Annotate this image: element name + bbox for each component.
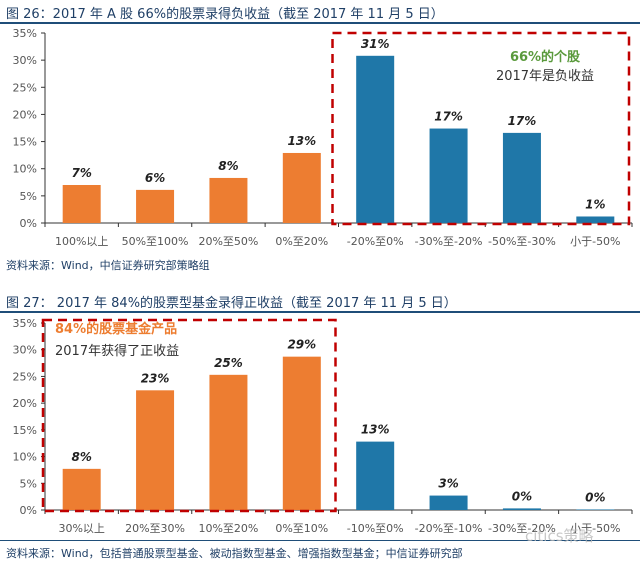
x-category-label: -30%至-20% [415, 235, 483, 248]
y-tick-label: 5% [20, 190, 37, 203]
y-tick-label: 15% [13, 424, 37, 437]
x-category-label: 10%至20% [198, 522, 258, 535]
data-label: 17% [434, 110, 463, 124]
x-category-label: 30%以上 [58, 522, 104, 535]
bar [62, 468, 101, 510]
bar [209, 374, 248, 510]
chart2-source: 资料来源：Wind，包括普通股票型基金、被动指数型基金、增强指数型基金；中信证券… [6, 547, 463, 560]
bar [62, 185, 101, 223]
bar [356, 441, 395, 510]
chart2-title-rule [0, 311, 640, 313]
y-tick-label: 5% [20, 477, 37, 490]
x-category-label: -10%至0% [347, 522, 404, 535]
bar [502, 132, 541, 223]
y-tick-label: 10% [13, 163, 37, 176]
annotation-line1: 66%的个股 [510, 49, 580, 65]
x-category-label: 0%至20% [275, 235, 328, 248]
annotation-line2: 2017年获得了正收益 [55, 343, 179, 359]
data-label: 23% [141, 371, 170, 385]
y-tick-label: 35% [13, 27, 37, 40]
highlight-box [331, 31, 631, 226]
y-tick-label: 35% [13, 317, 37, 330]
data-label: 3% [438, 477, 458, 491]
chart2-bottom-rule [0, 540, 640, 541]
y-tick-label: 0% [20, 504, 37, 517]
data-label: 0% [585, 490, 605, 504]
chart1-source: 资料来源：Wind，中信证券研究部策略组 [6, 259, 210, 272]
data-label: 25% [214, 356, 243, 370]
bar [502, 508, 541, 510]
bar [356, 55, 395, 223]
x-category-label: 50%至100% [122, 235, 189, 248]
bar [576, 509, 615, 510]
x-category-label: -30%至-20% [488, 522, 556, 535]
watermark: citics策略 [525, 527, 594, 545]
bar [136, 189, 175, 223]
y-tick-label: 25% [13, 370, 37, 383]
x-category-label: 小于-50% [570, 522, 620, 535]
data-label: 7% [72, 166, 92, 180]
x-category-label: 20%至50% [198, 235, 258, 248]
bar [576, 216, 615, 223]
data-label: 8% [72, 450, 92, 464]
y-tick-label: 0% [20, 217, 37, 230]
x-category-label: 20%至30% [125, 522, 185, 535]
bar [429, 128, 468, 223]
annotation-line2: 2017年是负收益 [496, 69, 594, 84]
data-label: 0% [512, 489, 532, 503]
y-tick-label: 25% [13, 81, 37, 94]
data-label: 17% [508, 114, 537, 128]
y-tick-label: 30% [13, 54, 37, 67]
data-label: 31% [361, 37, 390, 51]
data-label: 8% [218, 159, 238, 173]
chart2-title: 图 27： 2017 年 84%的股票型基金录得正收益（截至 2017 年 11… [6, 296, 457, 311]
y-tick-label: 20% [13, 108, 37, 121]
data-label: 13% [361, 423, 390, 437]
data-label: 29% [287, 338, 316, 352]
bar [282, 356, 321, 510]
data-label: 13% [287, 134, 316, 148]
annotation-line1: 84%的股票基金产品 [55, 321, 177, 337]
data-label: 6% [145, 171, 165, 185]
x-category-label: 100%以上 [55, 235, 108, 248]
x-category-label: 0%至10% [275, 522, 328, 535]
x-category-label: -20%至0% [347, 235, 404, 248]
y-tick-label: 15% [13, 136, 37, 149]
chart1-plot: 0% 5% 10% 15% 20% 25% 30% 35% 7% 100%以上 6% 50%至100%… [13, 27, 633, 248]
x-category-label: -50%至-30% [488, 235, 556, 248]
bar [429, 495, 468, 510]
y-tick-label: 10% [13, 451, 37, 464]
x-category-label: -20%至-10% [415, 522, 483, 535]
y-tick-label: 20% [13, 397, 37, 410]
bar [209, 177, 248, 223]
chart1-title-rule [0, 22, 640, 24]
chart1-title: 图 26：2017 年 A 股 66%的股票录得负收益（截至 2017 年 11… [6, 7, 444, 22]
chart2-plot: 0% 5% 10% 15% 20% 25% 30% 35% 8% 30%以上 23% 20%至30% 2… [13, 317, 633, 535]
bar [136, 390, 175, 510]
data-label: 1% [585, 197, 605, 211]
y-tick-label: 30% [13, 344, 37, 357]
bar [282, 152, 321, 223]
x-category-label: 小于-50% [570, 235, 620, 248]
highlight-box [41, 318, 337, 513]
